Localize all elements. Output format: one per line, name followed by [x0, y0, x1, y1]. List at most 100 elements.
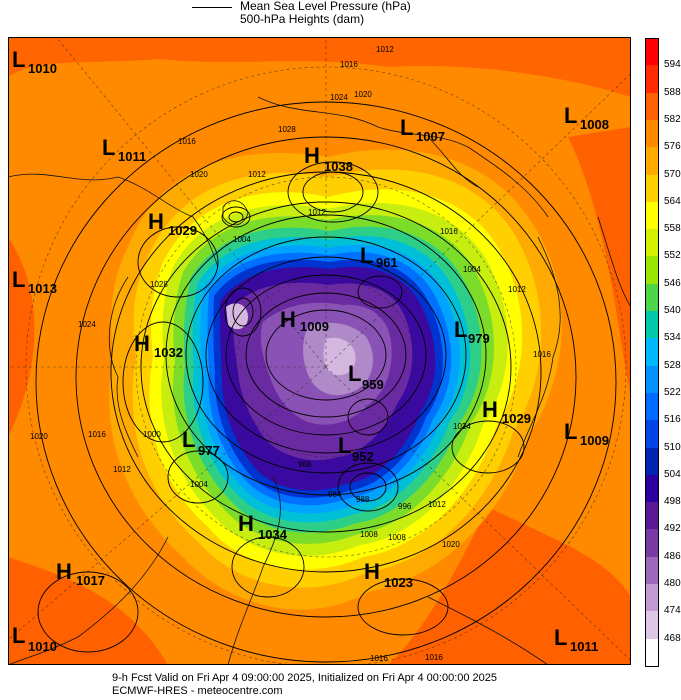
colorbar-swatch: [645, 529, 658, 558]
isobar-label: 1012: [113, 465, 131, 474]
isobar-label: 1012: [248, 170, 266, 179]
colorbar-label: 582: [664, 113, 681, 125]
colorbar-swatch: [645, 147, 658, 175]
height-band-588-north: [8, 37, 631, 97]
center-letter: L: [102, 135, 115, 160]
colorbar-label: 540: [664, 305, 681, 317]
colorbar-label: 552: [664, 250, 681, 262]
isobars: [35, 101, 617, 663]
header: Mean Sea Level Pressure (hPa) 500-hPa He…: [0, 0, 681, 34]
colorbar-label: 534: [664, 332, 681, 344]
center-letter: H: [482, 397, 498, 422]
height-band-474-west: [226, 303, 248, 330]
legend-heights-label: 500-hPa Heights (dam): [240, 12, 365, 26]
height-band-588-southwest: [8, 557, 168, 665]
weather-map: 1012 1016 1024 1020 1028 1016 1020 1012 …: [8, 37, 631, 665]
colorbar-label: 492: [664, 523, 681, 535]
center-letter: L: [554, 625, 567, 650]
isobar-label: 1020: [442, 540, 460, 549]
colorbar-label: 528: [664, 359, 681, 371]
graticule: [8, 37, 631, 665]
center-value: 1013: [28, 281, 57, 296]
center-value: 1023: [384, 575, 413, 590]
colorbar-swatch: [645, 584, 658, 612]
colorbar-label: 546: [664, 277, 681, 289]
center-letter: H: [364, 559, 380, 584]
isobar-label: 1016: [340, 60, 358, 69]
colorbar-swatch: [645, 256, 658, 285]
height-band-588-east: [568, 127, 631, 397]
pressure-centers: L 1010 L 1011 H 1038 L 1007 L 1008 H 102…: [12, 47, 609, 654]
height-band-588-west: [8, 237, 35, 437]
colorbar-label: 522: [664, 386, 681, 398]
center-value: 1009: [580, 433, 609, 448]
isobar-label: 1008: [360, 530, 378, 539]
colorbar-swatch: [645, 638, 658, 667]
colorbar-swatch: [645, 502, 658, 530]
colorbar-swatch: [645, 474, 658, 503]
colorbar-label: 564: [664, 195, 681, 207]
center-value: 977: [198, 443, 220, 458]
colorbar-swatch: [645, 392, 658, 421]
colorbar-label: 480: [664, 578, 681, 590]
colorbar-label: 474: [664, 605, 681, 617]
center-value: 961: [376, 255, 398, 270]
center-letter: L: [12, 47, 25, 72]
colorbar-label: 594: [664, 59, 681, 71]
colorbar-swatch: [645, 229, 658, 257]
isobar-label: 1016: [440, 227, 458, 236]
center-letter: H: [304, 143, 320, 168]
legend-pressure-label: Mean Sea Level Pressure (hPa): [240, 0, 411, 13]
colorbar-swatch: [645, 65, 658, 94]
colorbar-swatch: [645, 365, 658, 394]
center-letter: L: [182, 427, 195, 452]
center-letter: H: [56, 559, 72, 584]
center-value: 1010: [28, 639, 57, 654]
center-letter: H: [280, 307, 296, 332]
colorbar-label: 570: [664, 168, 681, 180]
center-value: 1038: [324, 159, 353, 174]
center-letter: H: [238, 511, 254, 536]
height-band-474: [323, 337, 356, 376]
colorbar-label: 504: [664, 468, 681, 480]
colorbar-swatch: [645, 338, 658, 367]
center-value: 979: [468, 331, 490, 346]
colorbar-swatch: [645, 447, 658, 476]
center-value: 1017: [76, 573, 105, 588]
isobar-label: 1028: [150, 280, 168, 289]
colorbar-swatch: [645, 119, 658, 148]
isobar-label: 996: [398, 502, 412, 511]
isobar-label: 984: [328, 490, 342, 499]
colorbar-swatch: [645, 556, 658, 585]
colorbar-label: 588: [664, 86, 681, 98]
colorbar-label: 516: [664, 414, 681, 426]
center-letter: L: [564, 103, 577, 128]
colorbar-label: 558: [664, 223, 681, 235]
colorbar-swatch: [645, 311, 658, 339]
colorbar-swatch: [645, 283, 658, 312]
center-letter: L: [12, 267, 25, 292]
isobar-label: 1004: [233, 235, 251, 244]
colorbar-swatch: [645, 174, 658, 203]
colorbar-swatch: [645, 38, 658, 66]
isobar-label: 1024: [453, 422, 471, 431]
center-value: 1032: [154, 345, 183, 360]
center-letter: L: [12, 623, 25, 648]
center-value: 1034: [258, 527, 288, 542]
center-value: 1029: [168, 223, 197, 238]
footer-valid-time: 9-h Fcst Valid on Fri Apr 4 09:00:00 202…: [112, 672, 498, 684]
isobar-label: 1020: [30, 432, 48, 441]
legend-line-sample: [192, 7, 232, 8]
isobar-label: 1028: [278, 125, 296, 134]
center-letter: L: [360, 243, 373, 268]
center-letter: L: [564, 419, 577, 444]
colorbar-swatch: [645, 92, 658, 121]
colorbar-swatch: [645, 611, 658, 640]
isobar-label: 1016: [178, 137, 196, 146]
center-value: 959: [362, 377, 384, 392]
height-band-588-southeast: [388, 507, 631, 665]
isobar-label: 1012: [308, 208, 326, 217]
center-letter: L: [348, 361, 361, 386]
isobar-label: 1024: [78, 320, 96, 329]
center-letter: L: [338, 433, 351, 458]
